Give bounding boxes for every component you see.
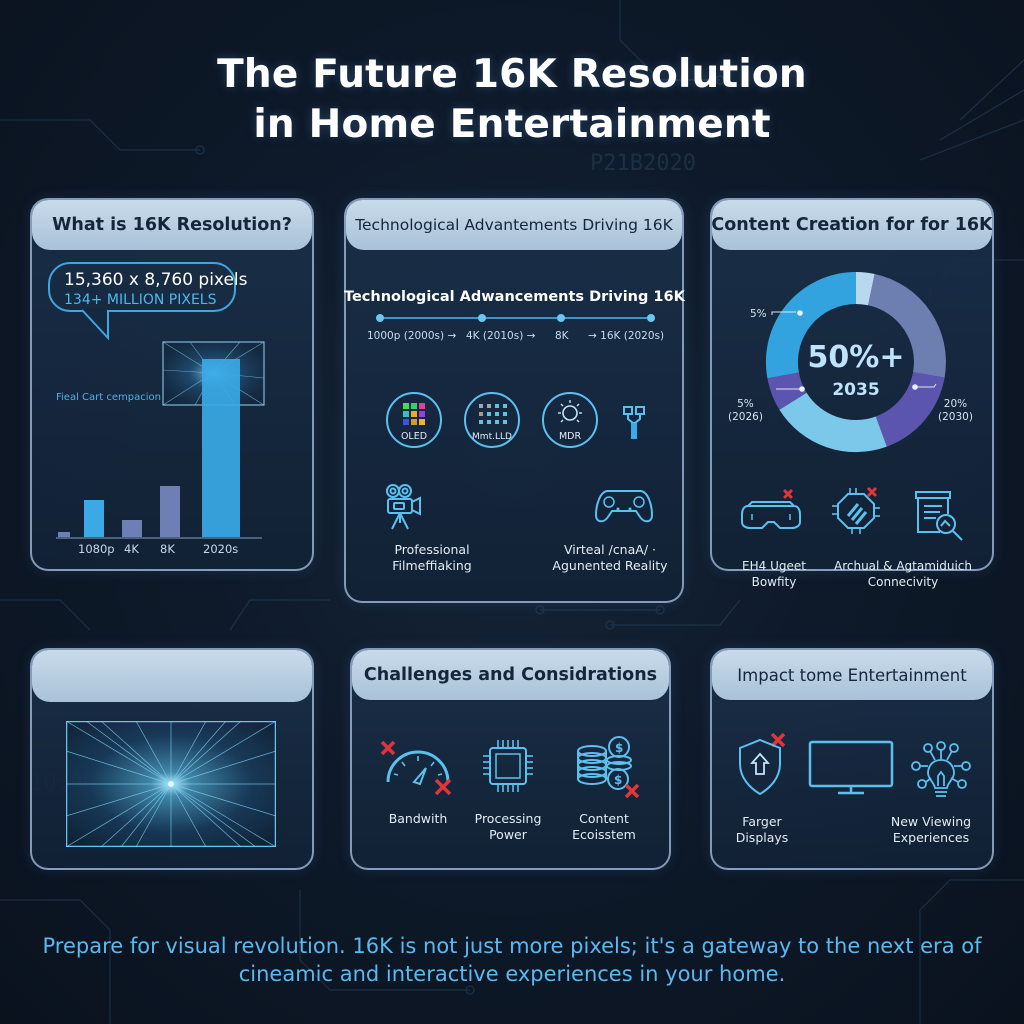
- shield-arrow-icon: [739, 732, 786, 796]
- processor-icon: [483, 740, 533, 792]
- content-donut-chart: [765, 271, 946, 453]
- title-line-1: The Future 16K Resolution: [217, 52, 807, 97]
- svg-text:$: $: [614, 773, 622, 787]
- title-line-2: in Home Entertainment: [253, 102, 771, 147]
- timeline-8k: 8K: [555, 330, 569, 342]
- panel-header: Challenges and Considrations: [352, 650, 669, 700]
- coins-icon: $ $: [577, 736, 640, 799]
- resolution-bar-chart: [56, 341, 265, 539]
- vr-headset-icon: [741, 488, 801, 529]
- tick-1080p: 1080p: [78, 542, 115, 556]
- larger-displays-label: Farger Displays: [735, 814, 789, 845]
- new-viewing-experiences-label: New Viewing Experiences: [890, 814, 972, 845]
- timeline-16k: → 16K (2020s): [588, 330, 665, 342]
- pixel-dimensions: 15,360 x 8,760 pixels: [64, 270, 248, 290]
- svg-text:P21B2020: P21B2020: [590, 151, 696, 176]
- footer-tagline: Prepare for visual revolution. 16K is no…: [0, 932, 1024, 988]
- speech-bubble: [48, 262, 236, 312]
- processing-power-label: Processing Power: [474, 811, 542, 842]
- timeline-4k: 4K (2010s) →: [466, 330, 536, 342]
- bar-8k: [160, 486, 180, 537]
- bandwidth-label: Bandwith: [388, 811, 448, 826]
- lightbulb-network-icon: [911, 741, 971, 797]
- bar-0: [58, 532, 70, 537]
- speech-bubble-tail: [81, 308, 109, 341]
- timeline-1080p: 1000p (2000s) →: [367, 330, 457, 342]
- mini-led-label: Mmt.LLD: [472, 432, 512, 442]
- footer-line-2: cineamic and interactive experiences in …: [238, 962, 786, 986]
- donut-center-year: 2035: [832, 380, 880, 400]
- panel-header: Technological Advantements Driving 16K: [346, 200, 682, 250]
- timeline-line: [376, 314, 655, 322]
- oled-label: OLED: [400, 431, 428, 442]
- timeline-title: Technological Adwancements Driving 16K: [344, 289, 685, 305]
- panel-header: What is 16K Resolution?: [32, 200, 312, 250]
- speedometer-icon: [380, 740, 452, 796]
- filmmaking-label: Professional Filmeffiaking: [392, 542, 472, 573]
- donut-label-20pct-2030: 20% (2030): [938, 398, 973, 423]
- pixel-burst-image: [66, 721, 276, 847]
- vr-ar-label: Virteal /cnaA/ · Agunented Reality: [552, 542, 668, 573]
- panel-technological-advancements: Technological Advantements Driving 16K: [344, 198, 684, 603]
- donut-label-5pct: 5%: [750, 308, 767, 320]
- panel-header-empty: [32, 650, 312, 702]
- page-title: The Future 16K Resolution in Home Entert…: [0, 50, 1024, 150]
- donut-center-value: 50%+: [807, 340, 905, 375]
- panel-header: Content Creation for for 16K: [712, 200, 992, 250]
- film-camera-icon: [386, 484, 421, 530]
- bar-4k: [122, 520, 142, 537]
- monitor-icon: [808, 740, 894, 795]
- panel-content-creation: Content Creation for for 16K: [710, 198, 994, 571]
- donut-label-5pct-2026: 5% (2026): [728, 398, 763, 423]
- panel-header: Impact tome Entertainment: [712, 650, 992, 700]
- bar-2020s: [202, 359, 240, 537]
- vr-label: EH4 Ugeet Bowfity: [742, 559, 806, 589]
- tick-4k: 4K: [124, 542, 139, 556]
- pixel-count: 134+ MILLION PIXELS: [64, 292, 217, 308]
- document-search-icon: [915, 491, 963, 541]
- chart-caption: Fieal Cart cempacion: [56, 392, 161, 403]
- panel-challenges: Challenges and Considrations: [350, 648, 671, 870]
- bar-1080p: [84, 500, 104, 537]
- footer-line-1: Prepare for visual revolution. 16K is no…: [42, 934, 982, 958]
- gamepad-icon: [594, 490, 654, 523]
- hdr-label: MDR: [558, 431, 582, 442]
- connector-cable-icon: [623, 406, 645, 439]
- chip-icon: [832, 486, 880, 534]
- sun-hdr-icon: [542, 392, 598, 448]
- content-ecosystem-label: Content Ecoisstem: [572, 811, 636, 842]
- archival-label: Archual & Agtamiduich Connecivity: [833, 559, 973, 589]
- oled-grid-icon: [386, 392, 442, 448]
- mini-led-grid-icon: [464, 392, 520, 448]
- tick-8k: 8K: [160, 542, 175, 556]
- tick-2020s: 2020s: [203, 542, 239, 556]
- svg-text:$: $: [615, 741, 623, 755]
